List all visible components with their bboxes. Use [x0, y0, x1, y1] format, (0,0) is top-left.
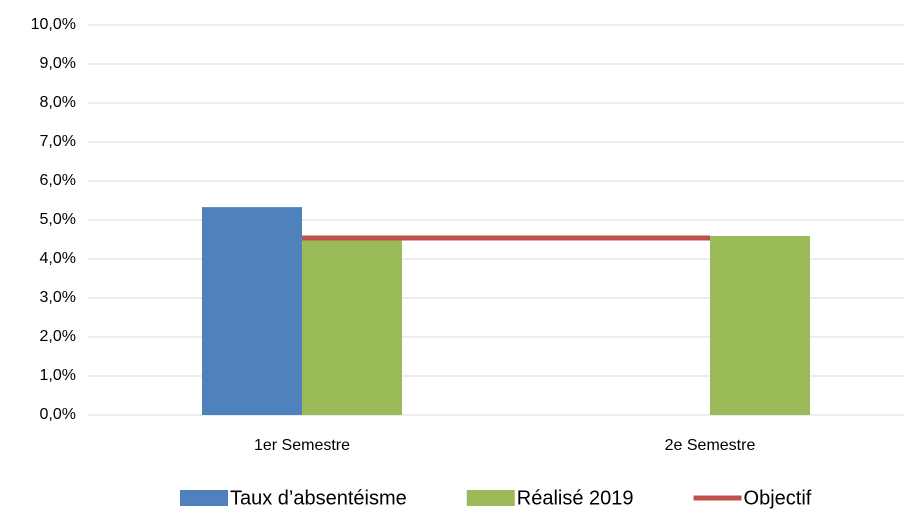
- y-tick-label: 4,0%: [40, 250, 76, 267]
- x-tick-label: 2e Semestre: [665, 437, 756, 454]
- bar: [202, 207, 302, 415]
- y-tick-label: 2,0%: [40, 328, 76, 345]
- bar: [302, 239, 402, 415]
- x-tick-label: 1er Semestre: [254, 437, 350, 454]
- legend-swatch: [180, 490, 228, 506]
- bar: [710, 235, 810, 415]
- legend-swatch: [466, 490, 515, 506]
- y-tick-label: 7,0%: [40, 133, 76, 150]
- legend-label: Réalisé 2019: [517, 487, 634, 509]
- y-tick-label: 0,0%: [40, 406, 76, 423]
- y-tick-label: 9,0%: [40, 55, 76, 72]
- y-tick-label: 3,0%: [40, 289, 76, 306]
- y-tick-label: 5,0%: [40, 211, 76, 228]
- y-tick-label: 10,0%: [31, 16, 76, 33]
- y-tick-label: 1,0%: [40, 367, 76, 384]
- legend-label: Taux d’absentéisme: [230, 487, 407, 509]
- y-tick-label: 6,0%: [40, 172, 76, 189]
- y-tick-label: 8,0%: [40, 94, 76, 111]
- legend-label: Objectif: [744, 487, 812, 509]
